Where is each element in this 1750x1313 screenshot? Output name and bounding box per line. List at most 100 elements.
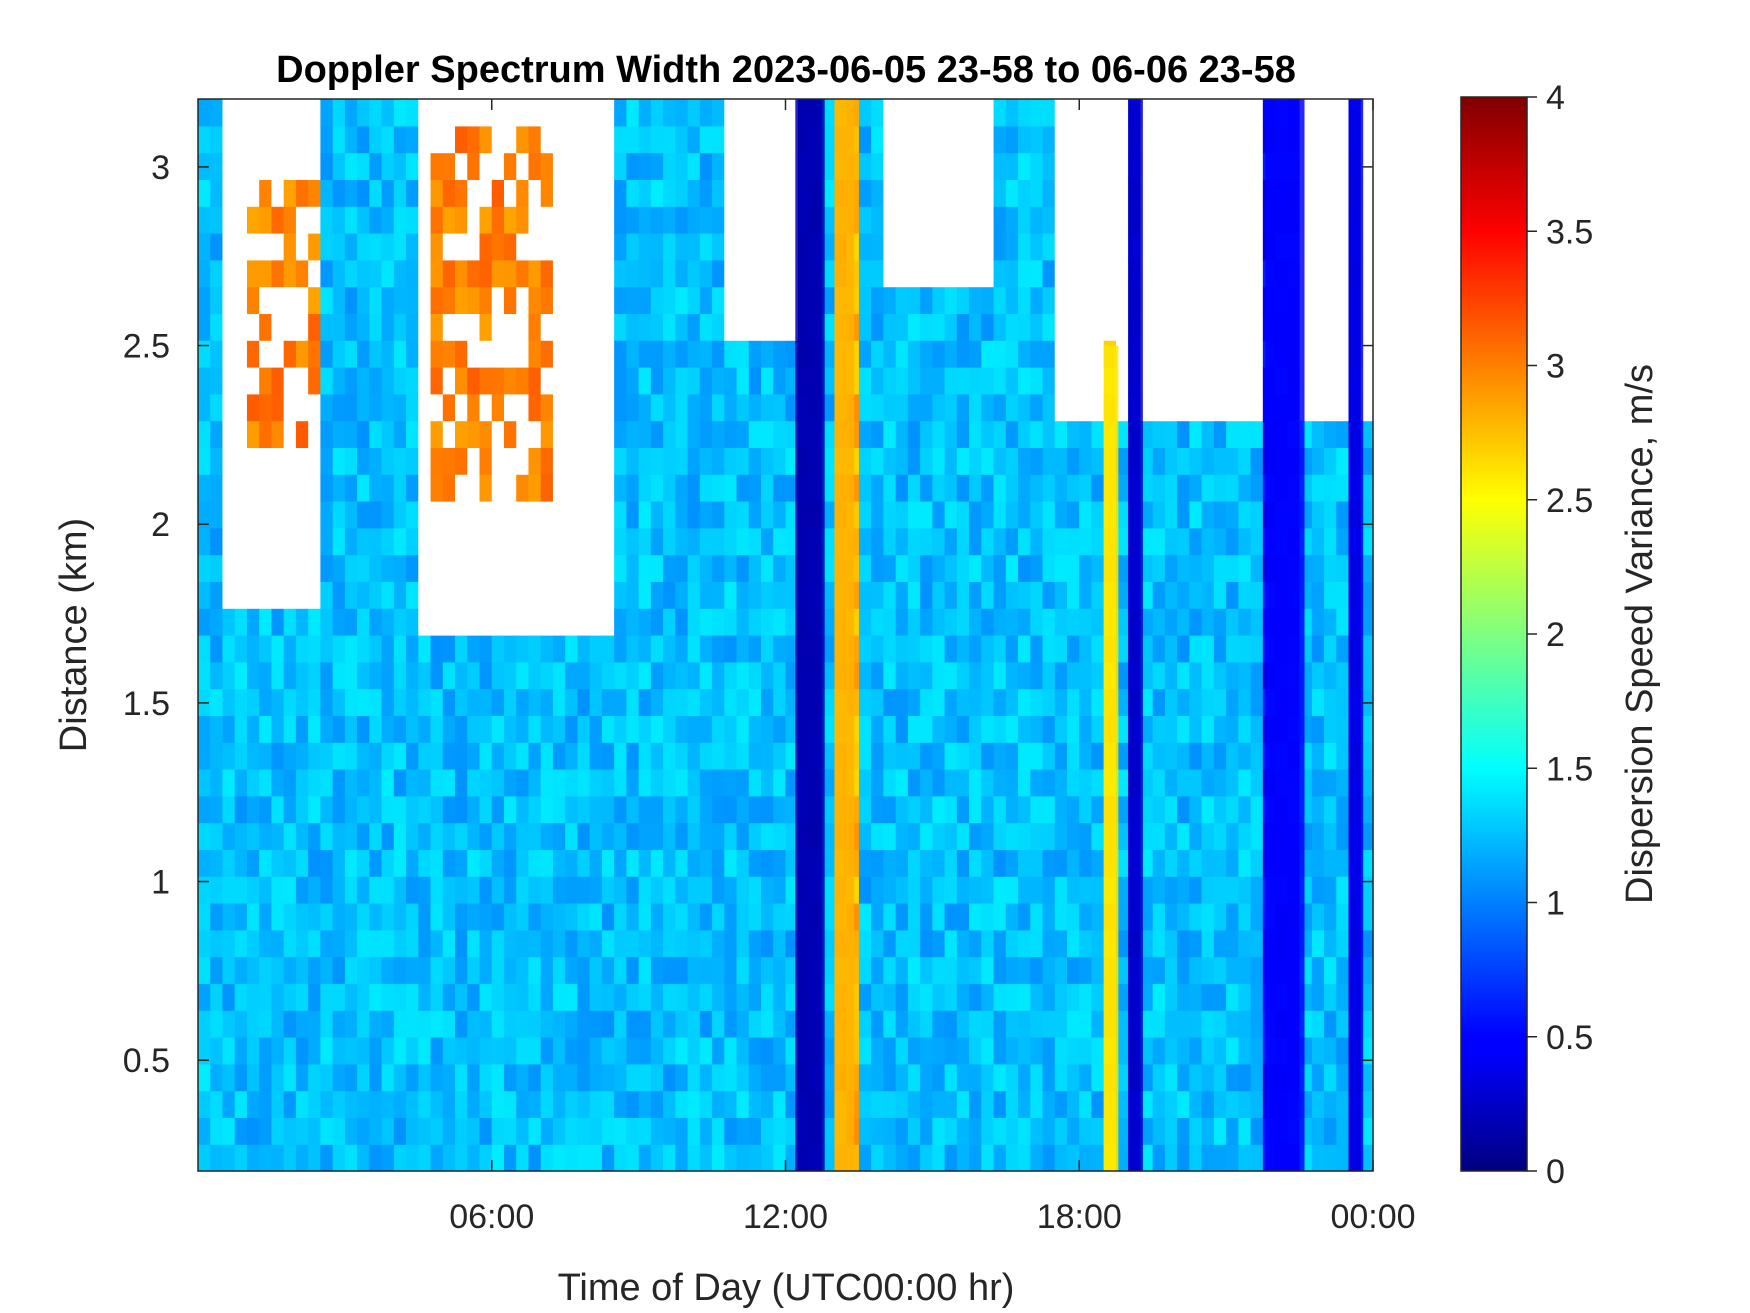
heatmap-cell bbox=[344, 983, 358, 1011]
heatmap-cell bbox=[1213, 1090, 1227, 1118]
heatmap-cell bbox=[479, 313, 493, 341]
heatmap-cell bbox=[1005, 259, 1019, 288]
heatmap-cell bbox=[761, 393, 774, 422]
heatmap-cell bbox=[210, 179, 224, 207]
heatmap-cell bbox=[1213, 554, 1227, 582]
heatmap-cell bbox=[712, 554, 725, 582]
heatmap-cell bbox=[259, 849, 273, 877]
heatmap-cell bbox=[638, 1063, 652, 1092]
heatmap-cell bbox=[773, 929, 787, 958]
heatmap-cell bbox=[761, 340, 774, 368]
heatmap-cell bbox=[1201, 742, 1215, 770]
heatmap-cell bbox=[259, 1063, 273, 1092]
heatmap-cell bbox=[981, 313, 995, 341]
heatmap-cell bbox=[332, 635, 346, 663]
heatmap-cell bbox=[1030, 1010, 1044, 1038]
heatmap-cell bbox=[724, 420, 738, 448]
heatmap-cell bbox=[614, 313, 627, 341]
heatmap-cell bbox=[1091, 393, 1105, 422]
heatmap-cell bbox=[1115, 849, 1129, 877]
heatmap-cell bbox=[687, 822, 701, 850]
heatmap-cell bbox=[944, 393, 958, 422]
heatmap-cell bbox=[308, 903, 321, 931]
heatmap-cell bbox=[944, 769, 958, 797]
heatmap-cell bbox=[357, 554, 370, 582]
heatmap-cell bbox=[565, 367, 579, 395]
heatmap-cell bbox=[540, 152, 554, 180]
heatmap-cell bbox=[540, 474, 554, 502]
heatmap-cell bbox=[895, 795, 909, 824]
heatmap-cell bbox=[1213, 501, 1227, 529]
heatmap-cell bbox=[577, 822, 591, 850]
heatmap-cell bbox=[1360, 233, 1374, 261]
heatmap-cell bbox=[1177, 635, 1191, 663]
heatmap-cell bbox=[626, 661, 640, 690]
heatmap-cell bbox=[712, 795, 725, 824]
heatmap-cell bbox=[1067, 179, 1080, 207]
heatmap-cell bbox=[1213, 1117, 1227, 1145]
heatmap-cell bbox=[344, 152, 358, 180]
heatmap-cell bbox=[724, 929, 738, 958]
heatmap-cell bbox=[308, 313, 321, 341]
heatmap-cell bbox=[540, 715, 554, 743]
heatmap-cell bbox=[663, 99, 676, 127]
heatmap-cell bbox=[748, 983, 762, 1011]
heatmap-cell bbox=[895, 340, 909, 368]
heatmap-cell bbox=[871, 447, 885, 475]
heatmap-cell bbox=[748, 715, 762, 743]
heatmap-cell bbox=[822, 1144, 836, 1172]
heatmap-cell bbox=[663, 474, 676, 502]
heatmap-cell bbox=[1360, 527, 1374, 556]
heatmap-cell bbox=[393, 956, 407, 984]
heatmap-cell bbox=[430, 233, 444, 261]
heatmap-cell bbox=[736, 501, 750, 529]
heatmap-cell bbox=[1177, 608, 1191, 636]
heatmap-cell bbox=[724, 1090, 738, 1118]
heatmap-cell bbox=[1250, 929, 1264, 958]
heatmap-cell bbox=[663, 956, 676, 984]
heatmap-cell bbox=[699, 1063, 713, 1092]
heatmap-cell bbox=[1164, 983, 1178, 1011]
heatmap-cell bbox=[1177, 554, 1191, 582]
heatmap-cell bbox=[920, 956, 933, 984]
heatmap-cell bbox=[1140, 152, 1154, 180]
heatmap-cell bbox=[528, 474, 542, 502]
heatmap-cell bbox=[1189, 554, 1203, 582]
heatmap-cell bbox=[883, 179, 897, 207]
heatmap-cell bbox=[712, 1144, 725, 1172]
heatmap-cell bbox=[969, 367, 982, 395]
heatmap-cell bbox=[626, 474, 640, 502]
heatmap-cell bbox=[577, 340, 591, 368]
heatmap-cell bbox=[503, 1090, 517, 1118]
heatmap-cell bbox=[895, 286, 909, 314]
heatmap-cell bbox=[381, 715, 395, 743]
heatmap-cell bbox=[1018, 501, 1031, 529]
heatmap-cell bbox=[1177, 1037, 1191, 1065]
heatmap-cell bbox=[1311, 742, 1325, 770]
heatmap-cell bbox=[198, 1010, 211, 1038]
heatmap-cell bbox=[246, 822, 260, 850]
heatmap-cell bbox=[418, 876, 432, 904]
heatmap-cell bbox=[589, 1090, 603, 1118]
heatmap-cell bbox=[246, 393, 260, 422]
heatmap-cell bbox=[503, 152, 517, 180]
heatmap-cell bbox=[1067, 688, 1080, 716]
heatmap-cell bbox=[320, 635, 334, 663]
heatmap-cell bbox=[259, 1090, 273, 1118]
heatmap-cell bbox=[1324, 983, 1337, 1011]
heatmap-cell bbox=[491, 688, 505, 716]
heatmap-cell bbox=[479, 206, 493, 234]
heatmap-cell bbox=[246, 313, 260, 341]
heatmap-cell bbox=[1201, 393, 1215, 422]
heatmap-cell bbox=[1115, 125, 1129, 154]
heatmap-cell bbox=[883, 474, 897, 502]
heatmap-cell bbox=[1238, 367, 1252, 395]
heatmap-cell bbox=[1091, 688, 1105, 716]
heatmap-cell bbox=[981, 152, 995, 180]
heatmap-cell bbox=[503, 1063, 517, 1092]
heatmap-cell bbox=[822, 313, 836, 341]
heatmap-cell bbox=[687, 661, 701, 690]
heatmap-cell bbox=[614, 929, 627, 958]
heatmap-cell bbox=[675, 125, 689, 154]
heatmap-cell bbox=[357, 393, 370, 422]
